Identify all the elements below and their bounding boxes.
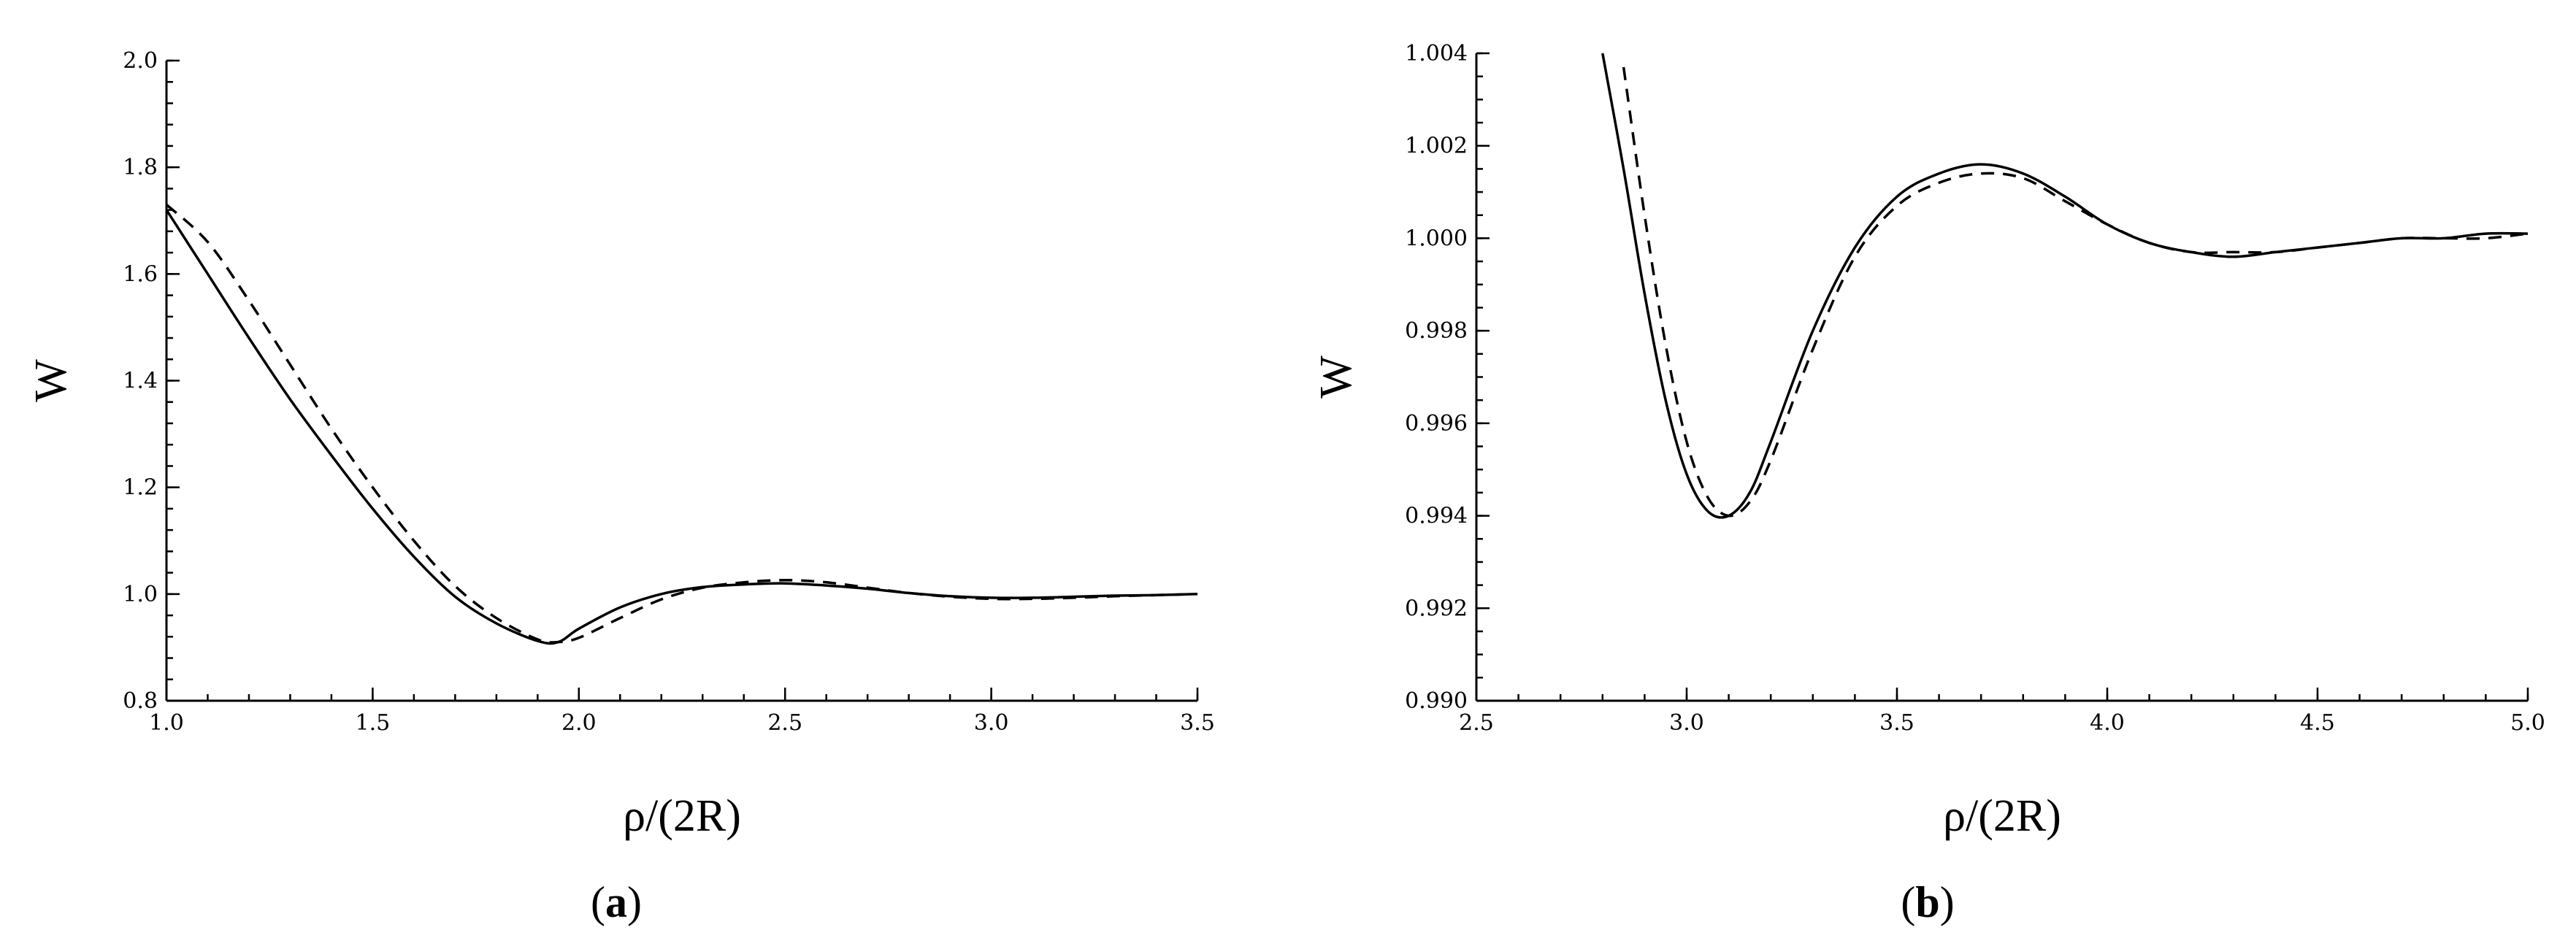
x-tick-label: 3.0 [1669,710,1704,736]
axes-b [1475,53,2528,702]
panel-label-a-text: a [605,878,627,926]
y-tick-label: 1.004 [1405,41,1468,66]
panel-label-b-text: b [1915,878,1939,926]
x-tick-label: 1.5 [356,710,391,736]
ticks-b [1475,52,2529,702]
series-line-dashed-a [165,204,1198,644]
x-axis-title-b: ρ/(2R) [1943,791,2061,841]
y-axis-title-b: W [1311,355,1361,399]
y-tick-label: 0.994 [1405,504,1468,529]
series-line-solid-a [165,209,1198,645]
chart-panel-a: 1.0 1.5 2.0 2.5 3.0 3.50.81.01.21.41.61.82.0 … [26,48,1215,926]
series-line-solid-b [1601,53,2529,519]
y-tick-label: 0.990 [1405,688,1468,714]
chart-panel-b: 2.5 3.0 3.5 4.0 4.5 5.0 0.990 0.992 0.994 0.996 0.… [1311,41,2545,926]
x-tick-label: 4.5 [2300,710,2335,736]
x-tick-label: 2.5 [767,710,802,736]
series-b [1601,53,2529,519]
y-tick-label: 0.996 [1405,411,1468,437]
y-tick-label: 0.998 [1405,318,1468,344]
y-tick-label: 0.8 [123,688,158,714]
x-axis-title-a: ρ/(2R) [623,791,741,841]
y-tick-label: 0.992 [1405,596,1468,621]
x-tick-label: 1.0 [149,710,184,736]
x-tick-label: 3.5 [1879,710,1914,736]
x-tick-label: 3.5 [1180,710,1215,736]
series-a [165,204,1198,645]
series-line-dashed-b [1622,66,2529,518]
panel-label-b: (b) [1901,878,1954,926]
y-tick-label: 1.6 [123,261,158,287]
tick-labels-b: 2.5 3.0 3.5 4.0 4.5 5.0 0.990 0.992 0.994 0.996 0.… [1405,41,2545,736]
y-tick-label: 1.2 [123,475,158,501]
x-tick-label: 4.0 [2090,710,2125,736]
x-tick-label: 3.0 [974,710,1009,736]
x-tick-label: 2.0 [561,710,597,736]
y-tick-label: 1.002 [1405,134,1468,159]
x-tick-label: 5.0 [2510,710,2545,736]
tick-labels-a: 1.0 1.5 2.0 2.5 3.0 3.50.81.01.21.41.61.82.0 [123,48,1215,736]
y-tick-label: 2.0 [123,48,158,74]
axes-a [165,61,1197,702]
ticks-a [165,59,1199,702]
y-tick-label: 1.4 [123,369,158,394]
x-tick-label: 2.5 [1459,710,1494,736]
y-tick-label: 1.8 [123,155,158,180]
panel-label-a: (a) [591,878,642,926]
y-axis-title-a: W [26,359,76,402]
y-tick-label: 1.000 [1405,226,1468,251]
y-tick-label: 1.0 [123,582,158,607]
